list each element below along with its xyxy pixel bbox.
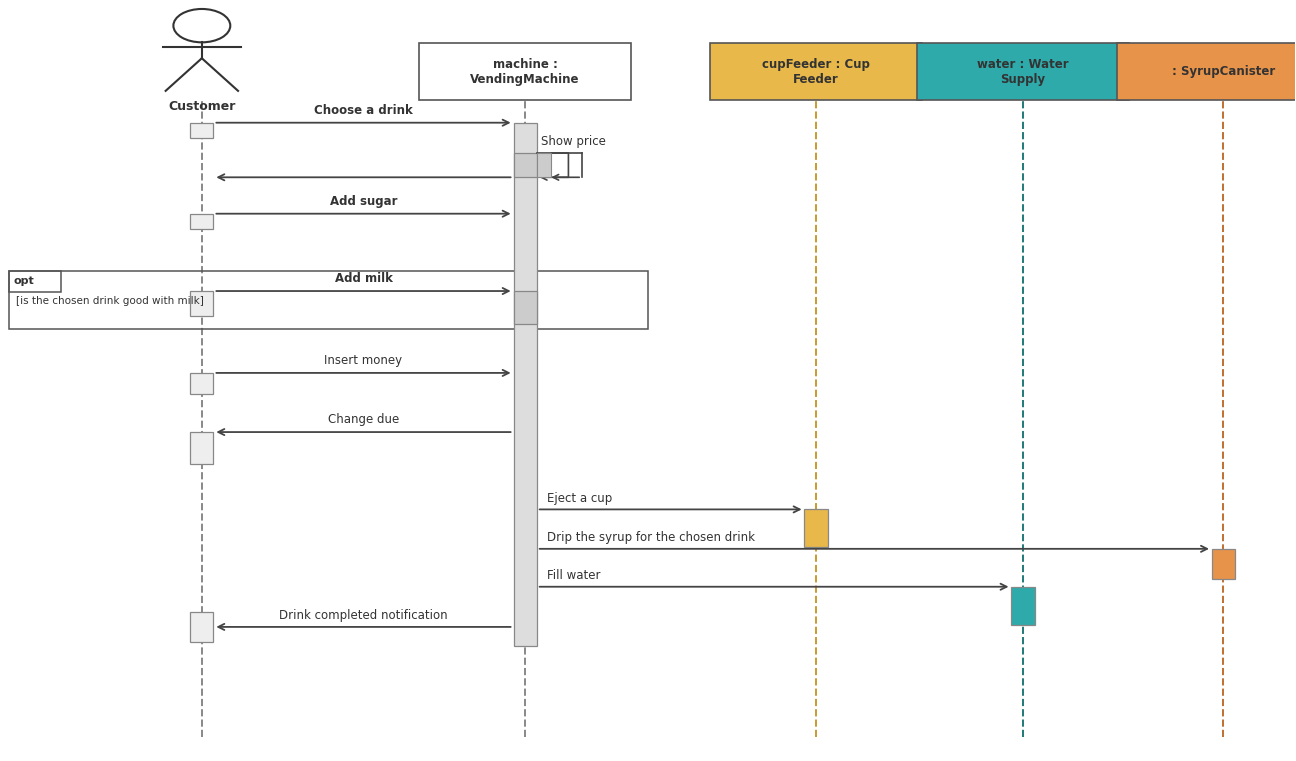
Bar (513, 153, 537, 177)
Text: Change due: Change due (328, 413, 399, 426)
Text: opt: opt (13, 276, 34, 286)
Bar (513, 123, 537, 646)
Text: [is the chosen drink good with milk]: [is the chosen drink good with milk] (16, 296, 203, 307)
Text: Insert money: Insert money (324, 354, 403, 367)
Text: Customer: Customer (168, 100, 236, 113)
Bar (191, 291, 214, 316)
Text: machine :
VendingMachine: machine : VendingMachine (470, 58, 579, 85)
Text: : SyrupCanister: : SyrupCanister (1172, 65, 1275, 78)
Bar (537, 153, 551, 177)
Text: Show price: Show price (540, 135, 605, 148)
Bar (191, 214, 214, 229)
Bar (9, 271, 61, 291)
Text: Fill water: Fill water (547, 569, 600, 582)
Text: Eject a cup: Eject a cup (547, 492, 613, 505)
Text: Choose a drink: Choose a drink (314, 103, 413, 116)
Bar (191, 373, 214, 394)
Bar (918, 43, 1129, 100)
Bar (1011, 587, 1034, 625)
Text: Drink completed notification: Drink completed notification (279, 610, 448, 622)
Bar (191, 123, 214, 138)
Text: Drip the syrup for the chosen drink: Drip the syrup for the chosen drink (547, 531, 756, 544)
Text: cupFeeder : Cup
Feeder: cupFeeder : Cup Feeder (762, 58, 870, 85)
Text: Add sugar: Add sugar (329, 195, 398, 208)
Bar (191, 432, 214, 464)
Bar (710, 43, 923, 100)
Bar (1212, 549, 1235, 579)
Bar (1117, 43, 1296, 100)
Text: Add milk: Add milk (334, 272, 393, 285)
Bar (805, 509, 828, 547)
Bar (419, 43, 631, 100)
Bar (513, 291, 537, 323)
Text: water : Water
Supply: water : Water Supply (977, 58, 1069, 85)
Bar (9, 271, 648, 329)
Bar (191, 612, 214, 642)
